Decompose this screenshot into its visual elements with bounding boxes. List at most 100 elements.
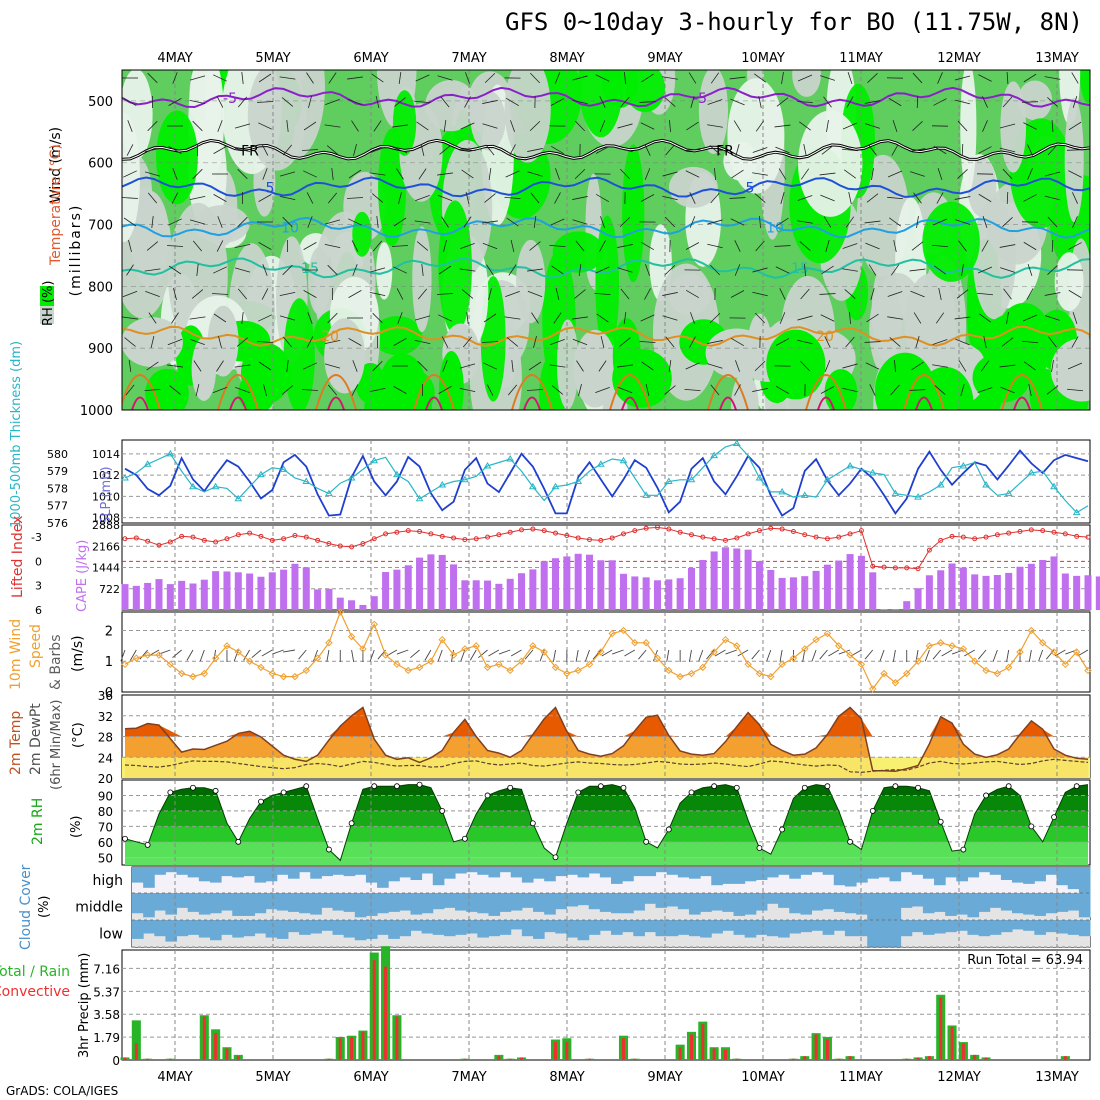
upper-barb — [506, 337, 519, 347]
ylabel-precip: 3hr Precip (mm) — [77, 953, 92, 1058]
thickness-tick: 578 — [47, 482, 68, 495]
wind-barb — [624, 649, 636, 657]
upper-barb — [935, 312, 945, 324]
precip-run-total: Run Total = 63.94 — [967, 953, 1083, 968]
li-marker — [224, 536, 230, 542]
cloud-bar — [510, 867, 523, 878]
precip-convective-bar — [361, 1031, 365, 1060]
precip-convective-bar — [1063, 1056, 1067, 1060]
li-marker — [598, 537, 604, 543]
upper-barb — [307, 216, 313, 228]
cloud-bar — [666, 920, 679, 937]
rh-legend-bright — [40, 286, 54, 306]
upper-barb — [326, 145, 339, 155]
upper-barb — [369, 387, 386, 393]
cape-bar — [642, 577, 650, 610]
cloud-bar — [644, 920, 657, 933]
cape-bar — [280, 569, 288, 610]
upper-barb — [977, 387, 993, 393]
temp-hot-area — [125, 707, 1088, 737]
cloud-bar — [221, 867, 233, 877]
cloud-bar — [644, 867, 657, 877]
upper-barb — [460, 242, 475, 250]
rh2m-marker — [643, 838, 650, 845]
precip-convective-bar — [837, 1058, 841, 1060]
upper-barb — [1071, 72, 1079, 84]
li-marker — [734, 535, 740, 541]
cape-bar — [155, 579, 163, 610]
upper-barb — [640, 122, 655, 130]
upper-barb — [553, 312, 562, 324]
cape-bar — [427, 554, 435, 610]
cloud-bar — [265, 893, 278, 910]
li-marker — [587, 537, 593, 543]
cloud-bar — [778, 867, 790, 875]
wind-barb — [864, 649, 874, 660]
cloud-bar — [187, 867, 200, 878]
upper-barb — [1044, 195, 1061, 201]
cloud-bar — [588, 920, 601, 935]
upper-barb — [572, 338, 588, 346]
cloud-bar — [477, 893, 489, 914]
rh2m-marker — [439, 808, 446, 814]
li-marker — [620, 531, 626, 537]
upper-barb — [804, 263, 806, 277]
precip-convective-bar — [508, 1058, 512, 1060]
cloud-bar — [811, 920, 824, 931]
cloud-bar — [388, 920, 400, 939]
wind-speed-marker — [132, 654, 141, 662]
bottom-day-label: 4MAY — [157, 1070, 192, 1085]
panel-slp-thickness: 580 579 578 577 576 1014 1012 1010 1008 1000-500… — [9, 341, 1091, 530]
cloud-bar — [1045, 920, 1058, 933]
cloud-bar — [711, 920, 723, 934]
li-marker — [915, 566, 921, 572]
rh-blob-low — [612, 349, 672, 408]
cloud-bar — [744, 867, 757, 882]
isotherm-surface-hot — [523, 396, 541, 410]
li-marker — [983, 534, 989, 540]
upper-barb — [531, 312, 539, 324]
cloud-bar — [332, 867, 345, 875]
cloud-bar — [922, 867, 935, 879]
upper-barb — [665, 336, 675, 348]
wind-speed-marker — [869, 685, 877, 693]
cloud-bar — [1078, 920, 1091, 937]
wind-speed-marker — [268, 669, 276, 678]
cape-bar — [653, 580, 661, 610]
cloud-bar — [377, 867, 389, 888]
upper-barb — [730, 218, 745, 226]
upper-barb — [844, 289, 856, 299]
upper-barb — [961, 263, 964, 277]
precip-convective-bar — [168, 1058, 172, 1060]
upper-barb — [754, 73, 766, 83]
precip-convective-bar — [825, 1039, 829, 1060]
isotherm-surface — [315, 374, 357, 410]
upper-barb — [308, 96, 312, 108]
upper-barb — [303, 242, 317, 250]
li-marker — [315, 537, 321, 543]
upper-barb — [237, 288, 248, 300]
wind-barb — [924, 649, 930, 662]
cloud-bar — [221, 920, 233, 935]
cloud-bar — [377, 893, 389, 914]
upper-barb — [684, 388, 701, 392]
upper-barb — [574, 168, 586, 180]
upper-barb — [979, 313, 991, 323]
cloud-bar — [187, 893, 200, 912]
cloud-bar — [265, 920, 278, 938]
upper-barb — [216, 360, 224, 372]
upper-barb — [600, 216, 605, 228]
upper-barb — [595, 74, 610, 82]
upper-barb — [982, 120, 988, 132]
rh-blob — [698, 70, 729, 154]
cloud-bar — [900, 867, 913, 873]
upper-barb — [958, 240, 967, 252]
precip-convective-bar — [497, 1056, 501, 1060]
upper-barb — [662, 315, 678, 321]
upper-barb — [958, 360, 967, 372]
wind-barb — [706, 649, 715, 660]
cloud-layer-label: high — [92, 873, 123, 889]
upper-barb — [932, 339, 948, 345]
wind-barb — [751, 649, 760, 660]
cloud-bar — [789, 893, 801, 914]
